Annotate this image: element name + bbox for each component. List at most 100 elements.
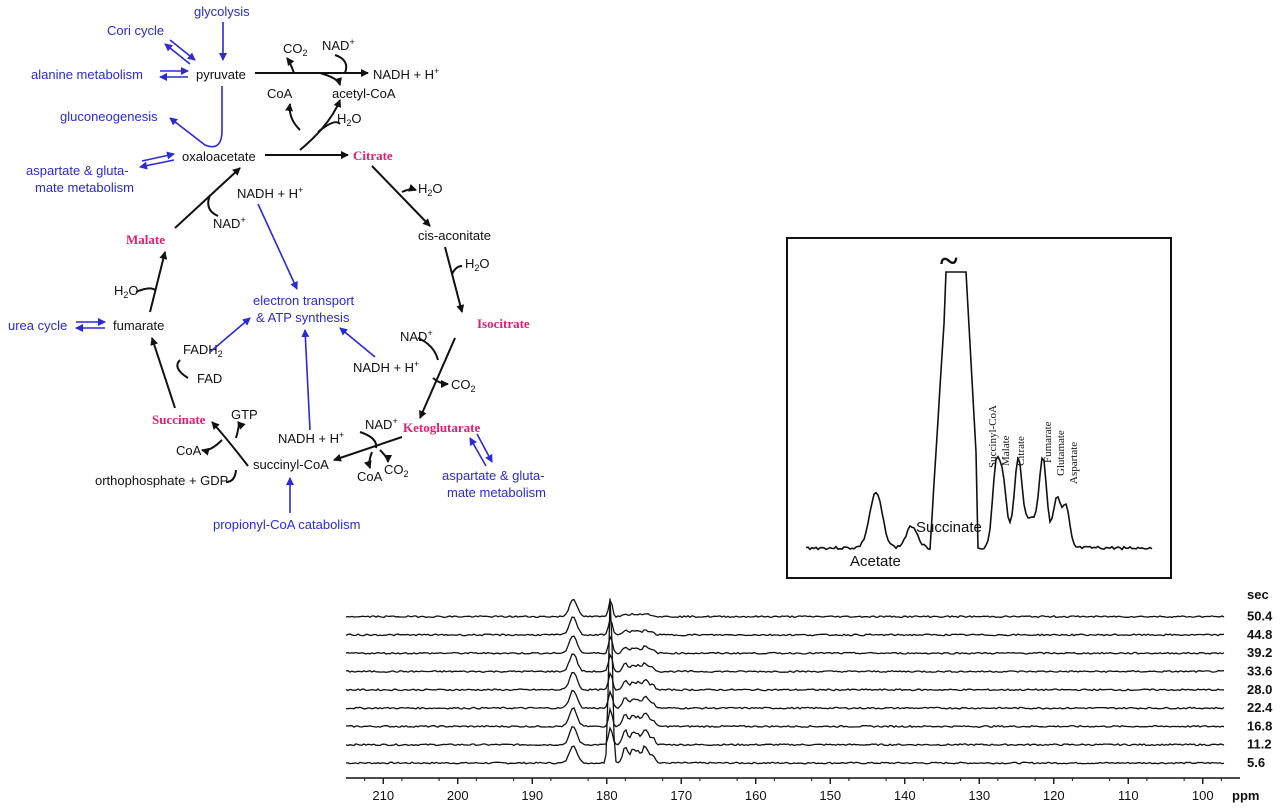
- spectrum-39.2: [345, 634, 1225, 655]
- aspartate-right-arrow-in: [469, 437, 487, 467]
- fadh2-to-etc-arrow: [209, 317, 251, 353]
- peak-label-citrate: Citrate: [1015, 436, 1027, 466]
- succinate-label: Succinate: [152, 412, 206, 427]
- nad-keto-arrow: [359, 431, 378, 449]
- keto-nadh-to-etc-arrow: [301, 329, 311, 431]
- x-tick-label: 100: [1192, 788, 1214, 803]
- inset-spectrum-trace: [805, 271, 1153, 551]
- pyruvate-label: pyruvate: [196, 67, 246, 82]
- citrate-label: Citrate: [353, 148, 393, 163]
- succinyl-to-succinate-arrow: [211, 421, 249, 467]
- spectrum-44.8: [345, 616, 1225, 637]
- spectrum-33.6: [345, 652, 1225, 674]
- nad-consume-arrow: [334, 54, 348, 74]
- h2o-fumarate-label: H2O: [114, 283, 139, 300]
- coa-succinate-label: CoA: [176, 443, 202, 458]
- nad-malate-arrow: [207, 194, 219, 217]
- electron-transport-line2: & ATP synthesis: [256, 310, 350, 325]
- h2o-top-label: H2O: [337, 111, 362, 128]
- inset-succinate-label: Succinate: [916, 519, 982, 536]
- time-label: 16.8: [1247, 718, 1272, 733]
- gtp-label: GTP: [231, 407, 258, 422]
- orthophosphate-arrow: [225, 469, 237, 483]
- x-tick-label: 130: [968, 788, 990, 803]
- spectrum-11.2: [345, 726, 1225, 747]
- x-axis: ppm 210 200 190 180 170 160 150 140 130 120 110 100: [346, 777, 1259, 803]
- x-tick-label: 210: [372, 788, 394, 803]
- electron-transport-line1: electron transport: [253, 293, 355, 308]
- x-tick-label: 140: [894, 788, 916, 803]
- nad-top-label: NAD+: [322, 37, 355, 53]
- aspartate-right-arrow-out: [476, 433, 493, 463]
- coa-release-arrow: [285, 103, 301, 131]
- gtp-arrow: [235, 421, 246, 439]
- fumarate-label: fumarate: [113, 318, 164, 333]
- cori-arrow-out: [164, 43, 191, 65]
- x-axis-label: ppm: [1232, 788, 1259, 803]
- x-tick-label: 180: [596, 788, 618, 803]
- peak-label-succinyl-coa: Succinyl-CoA: [987, 405, 999, 468]
- cori-arrow-in: [169, 39, 196, 61]
- spectrum-50.4: [345, 598, 1225, 619]
- time-label: 44.8: [1247, 627, 1272, 642]
- co2-isocitrate-arrow: [432, 377, 449, 388]
- co2-isocitrate-label: CO2: [451, 377, 476, 394]
- time-label: 11.2: [1247, 737, 1272, 752]
- nad-keto-label: NAD+: [365, 416, 398, 432]
- fad-fadh2-arrow: [176, 359, 189, 379]
- nad-isocitrate-arrow: [417, 337, 439, 361]
- peak-label-aspartate: Aspartate: [1068, 442, 1080, 484]
- time-label: 39.2: [1247, 645, 1272, 660]
- time-unit-label: sec: [1247, 587, 1269, 602]
- propionyl-coa-label: propionyl-CoA catabolism: [213, 517, 360, 532]
- fad-label: FAD: [197, 371, 222, 386]
- isocitrate-to-keto-arrow: [419, 337, 456, 419]
- malate-nadh-to-etc-arrow: [257, 203, 298, 290]
- succinyl-coa-label: succinyl-CoA: [253, 457, 329, 472]
- x-tick-label: 120: [1043, 788, 1065, 803]
- acetyl-to-citrate-arrow: [299, 99, 342, 151]
- aspartate-right-line1: aspartate & gluta-: [442, 468, 545, 483]
- aspartate-left-line1: aspartate & gluta-: [26, 163, 129, 178]
- spectrum-16.8: [345, 706, 1225, 728]
- inset-frame: [786, 237, 1172, 579]
- aspartate-right-line2: mate metabolism: [447, 485, 546, 500]
- time-label: 22.4: [1247, 700, 1273, 715]
- peak-label-glutamate: Glutamate: [1055, 430, 1067, 476]
- time-label: 50.4: [1247, 609, 1273, 624]
- h2o-aconitate-label: H2O: [465, 256, 490, 273]
- h2o-citrate-label: H2O: [418, 181, 443, 198]
- aspartate-left-arrow-in: [141, 151, 175, 162]
- x-tick-label: 190: [521, 788, 543, 803]
- aconitate-to-isocitrate-arrow: [444, 246, 465, 313]
- urea-cycle-label: urea cycle: [8, 318, 67, 333]
- ketoglutarate-label: Ketoglutarate: [403, 420, 480, 435]
- gluconeogenesis-arrow: [169, 86, 223, 148]
- x-tick-label: 110: [1118, 788, 1139, 803]
- x-tick-label: 160: [745, 788, 767, 803]
- acetyl-coa-arrow: [319, 72, 342, 86]
- nadh-isocitrate-label: NADH + H+: [353, 359, 419, 375]
- nadh-top-label: NADH + H+: [373, 66, 439, 82]
- x-tick-label: 200: [447, 788, 469, 803]
- time-label: 33.6: [1247, 664, 1272, 679]
- nadh-malate-label: NADH + H+: [237, 185, 303, 201]
- nmr-spectra-stack: [345, 598, 1225, 765]
- alanine-metabolism-label: alanine metabolism: [31, 67, 143, 82]
- axis-break-symbol: ~: [940, 243, 958, 280]
- x-tick-label: 170: [670, 788, 692, 803]
- h2o-citrate-synth-arrow: [317, 121, 341, 133]
- gluconeogenesis-label: gluconeogenesis: [60, 109, 158, 124]
- nadh-keto-label: NADH + H+: [278, 430, 344, 446]
- malate-label: Malate: [126, 232, 165, 247]
- isocitrate-label: Isocitrate: [477, 316, 530, 331]
- spectrum-5.6: [345, 598, 1225, 765]
- nad-isocitrate-label: NAD+: [400, 328, 433, 344]
- spectrum-22.4: [345, 689, 1225, 710]
- glycolysis-label: glycolysis: [194, 4, 250, 19]
- aspartate-left-arrow-out: [139, 159, 175, 170]
- nad-malate-label: NAD+: [213, 215, 246, 231]
- malate-to-oxaloacetate-arrow: [174, 167, 241, 229]
- spectrum-inset: ~ Succinyl-CoA Malate Citrate Fumarate G…: [786, 237, 1172, 579]
